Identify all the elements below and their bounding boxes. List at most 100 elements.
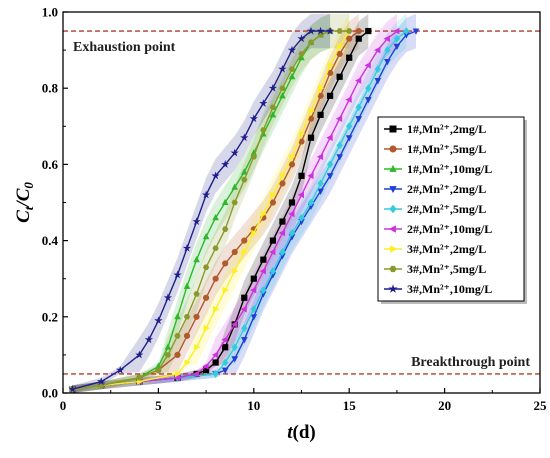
confidence-band	[72, 13, 397, 394]
data-point	[183, 314, 191, 320]
data-point	[365, 27, 372, 35]
data-point	[251, 229, 258, 237]
breakthrough-point-label: Breakthrough point	[411, 355, 530, 370]
data-point	[136, 374, 143, 381]
y-tick-label: 0.2	[42, 309, 58, 324]
data-point	[230, 321, 238, 328]
data-point	[297, 34, 306, 43]
data-point	[232, 267, 239, 275]
data-point	[173, 270, 182, 279]
legend-item: 2#,Mn²⁺,10mg/L	[384, 222, 492, 236]
data-point	[389, 265, 397, 273]
y-axis-label-sub-t: t	[21, 206, 36, 210]
data-point	[222, 226, 229, 232]
data-point	[183, 282, 191, 289]
data-point	[202, 363, 209, 370]
data-point	[307, 134, 315, 141]
data-point	[388, 284, 398, 293]
data-point	[279, 218, 286, 225]
data-point	[174, 351, 181, 359]
x-tick-label: 5	[155, 398, 162, 413]
x-axis-label-main: t	[287, 422, 293, 443]
legend-label: 1#,Mn²⁺,10mg/L	[407, 162, 492, 176]
data-point	[289, 153, 296, 161]
x-tick-label: 15	[343, 398, 357, 413]
data-point	[240, 305, 247, 313]
data-point	[390, 245, 398, 253]
data-point	[68, 384, 77, 393]
data-point	[174, 370, 182, 378]
data-point	[317, 179, 324, 188]
legend-label: 1#,Mn²⁺,2mg/L	[407, 122, 486, 136]
confidence-band	[72, 13, 331, 394]
series-path	[72, 30, 360, 390]
axes: 0 5 10 15 20 25 0.0 0.2 0.4 0.6 0.8 1.0	[42, 5, 547, 414]
data-point	[326, 160, 334, 169]
data-point	[336, 154, 343, 161]
data-point	[241, 168, 248, 175]
data-point	[202, 233, 210, 240]
data-point	[213, 305, 220, 313]
data-point	[193, 291, 200, 297]
data-point	[182, 243, 192, 252]
data-point	[174, 313, 181, 320]
data-point	[173, 374, 180, 382]
data-point	[345, 135, 353, 142]
data-point	[222, 344, 229, 351]
data-point	[389, 145, 397, 153]
data-point	[393, 43, 401, 51]
data-point	[250, 314, 258, 321]
x-tick-label: 25	[534, 398, 548, 413]
data-point	[389, 164, 397, 172]
x-tick-label: 20	[438, 398, 451, 413]
data-point	[203, 324, 210, 332]
data-point	[384, 46, 391, 54]
data-point	[260, 210, 268, 218]
data-point	[389, 186, 397, 194]
data-point	[288, 229, 296, 237]
legend-item: 3#,Mn²⁺,10mg/L	[384, 282, 492, 296]
data-point	[240, 133, 249, 142]
data-point	[317, 188, 324, 195]
data-point	[260, 286, 267, 294]
data-point	[269, 199, 276, 206]
data-point	[193, 255, 200, 263]
data-point	[221, 159, 230, 168]
data-point	[211, 351, 219, 359]
data-point	[389, 125, 397, 133]
data-point	[336, 141, 343, 150]
data-point	[297, 191, 305, 199]
data-point	[388, 225, 396, 233]
data-point	[346, 54, 353, 61]
data-point	[288, 210, 295, 218]
data-point	[288, 66, 296, 72]
legend-label: 3#,Mn²⁺,2mg/L	[407, 242, 486, 256]
data-point	[403, 27, 410, 35]
legend-item: 3#,Mn²⁺,2mg/L	[384, 242, 486, 256]
exhaustion-point-label: Exhaustion point	[73, 40, 176, 55]
legend-label: 2#,Mn²⁺,10mg/L	[407, 222, 492, 236]
legend-item: 3#,Mn²⁺,5mg/L	[384, 262, 486, 276]
data-point	[336, 73, 343, 80]
data-point	[212, 370, 219, 378]
data-point	[307, 198, 315, 207]
data-point	[316, 26, 325, 35]
data-point	[287, 45, 297, 54]
legend-item: 2#,Mn²⁺,2mg/L	[384, 182, 486, 196]
data-point	[268, 83, 278, 92]
y-tick-label: 0.6	[42, 157, 59, 172]
data-point	[241, 294, 248, 301]
data-point	[298, 172, 305, 179]
data-point	[327, 62, 334, 69]
y-tick-label: 0.4	[42, 233, 59, 248]
data-point	[269, 104, 277, 110]
data-point	[259, 267, 266, 275]
data-point	[116, 365, 125, 374]
series-line	[68, 26, 335, 393]
data-point	[269, 111, 277, 118]
data-point	[298, 130, 306, 138]
data-point	[249, 114, 258, 123]
x-axis-label-unit: (d)	[293, 422, 316, 443]
series-path	[72, 30, 350, 390]
data-point	[231, 199, 238, 206]
